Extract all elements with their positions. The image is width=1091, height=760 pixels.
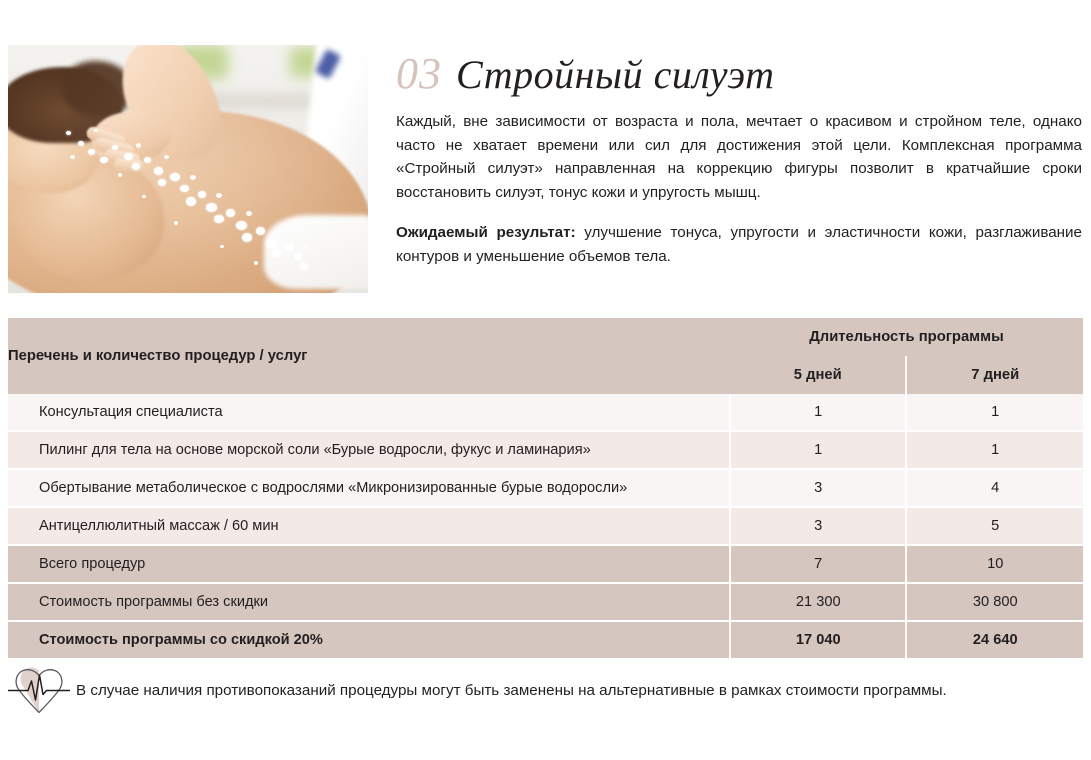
row-value-7days: 24 640: [906, 621, 1083, 658]
page-title: 03 Стройный силуэт: [396, 52, 1082, 96]
row-value-5days: 1: [730, 431, 908, 470]
table-header-col-7days: 7 дней: [906, 356, 1083, 394]
table-header-name-column: Перечень и количество процедур / услуг: [8, 318, 730, 394]
row-value-5days: 3: [730, 507, 908, 546]
table-head-row-1: Перечень и количество процедур / услуг Д…: [8, 318, 1083, 394]
row-value-5days: 1: [730, 394, 908, 432]
photo-canvas: [8, 45, 368, 293]
footer-note: В случае наличия противопоказаний процед…: [8, 666, 1083, 716]
table-head: Перечень и количество процедур / услуг Д…: [8, 318, 1083, 394]
intro-block: 03 Стройный силуэт Каждый, вне зависимос…: [396, 52, 1082, 268]
row-label: Стоимость программы со скидкой 20%: [8, 621, 731, 658]
row-value-5days: 21 300: [730, 583, 908, 622]
table-row-price-full: Стоимость программы без скидки 21 300 30…: [8, 583, 1083, 622]
row-label: Пилинг для тела на основе морской соли «…: [8, 431, 731, 470]
footer-note-text: В случае наличия противопоказаний процед…: [76, 682, 947, 699]
table-row: Антицеллюлитный массаж / 60 мин 3 5: [8, 507, 1083, 546]
row-label: Консультация специалиста: [8, 394, 731, 432]
row-value-7days: 4: [906, 469, 1083, 508]
section-number: 03: [396, 49, 442, 98]
table-row-total-procedures: Всего процедур 7 10: [8, 545, 1083, 584]
table-body: Консультация специалиста 1 1 Пилинг для …: [8, 394, 1083, 658]
table-row: Обертывание метаболическое с водрослями …: [8, 469, 1083, 508]
table-head-row-2: 5 дней 7 дней: [8, 356, 1083, 394]
row-value-7days: 1: [906, 431, 1083, 470]
expected-result-text: улучшение тонуса, упругости и эластичнос…: [396, 224, 1082, 265]
row-label: Антицеллюлитный массаж / 60 мин: [8, 507, 731, 546]
intro-paragraph: Каждый, вне зависимости от возраста и по…: [396, 113, 1082, 201]
section-title: Стройный силуэт: [456, 52, 775, 97]
expected-result-label: Ожидаемый результат:: [396, 224, 576, 241]
row-label: Стоимость программы без скидки: [8, 583, 731, 622]
spa-photo: [8, 45, 368, 293]
row-value-5days: 17 040: [730, 621, 908, 658]
row-value-7days: 5: [906, 507, 1083, 546]
row-value-7days: 1: [906, 394, 1083, 432]
expected-result-paragraph: Ожидаемый результат: улучшение тонуса, у…: [396, 221, 1082, 268]
row-value-7days: 30 800: [906, 583, 1083, 622]
row-value-5days: 3: [730, 469, 908, 508]
table-row: Консультация специалиста 1 1: [8, 394, 1083, 432]
heart-pulse-icon: [8, 667, 70, 714]
table-header-duration-group: Длительность программы: [730, 318, 1083, 356]
table-row: Пилинг для тела на основе морской соли «…: [8, 431, 1083, 470]
row-value-7days: 10: [906, 545, 1083, 584]
row-label: Обертывание метаболическое с водрослями …: [8, 469, 731, 508]
row-label: Всего процедур: [8, 545, 731, 584]
program-table: Перечень и количество процедур / услуг Д…: [8, 318, 1083, 658]
row-value-5days: 7: [730, 545, 908, 584]
table-row-price-discounted: Стоимость программы со скидкой 20% 17 04…: [8, 621, 1083, 658]
table-header-col-5days: 5 дней: [730, 356, 908, 394]
